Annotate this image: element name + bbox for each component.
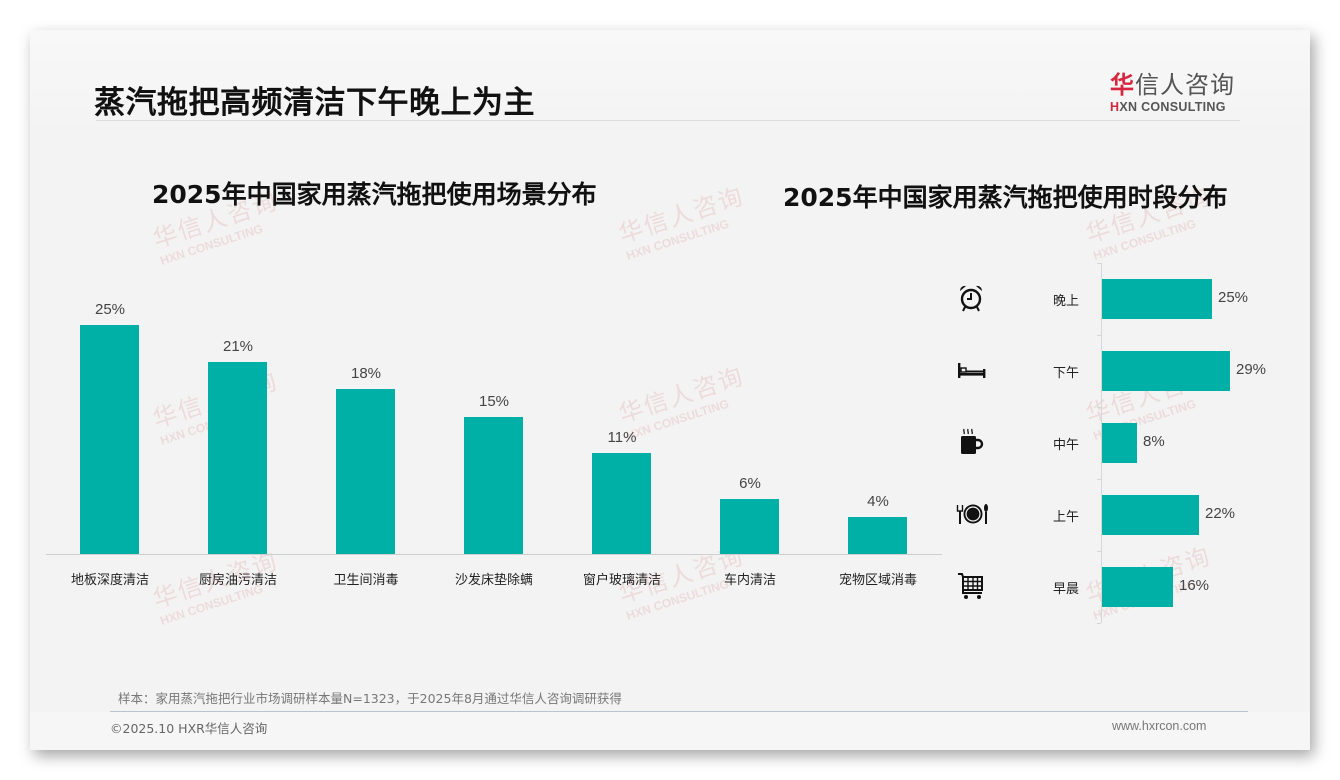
category-label: 卫生间消毒 (333, 573, 399, 588)
axis-tick (1097, 407, 1101, 408)
logo-en-text: XN CONSULTING (1119, 100, 1226, 114)
source-note: 样本：家用蒸汽拖把行业市场调研样本量N=1323，于2025年8月通过华信人咨询… (118, 691, 622, 706)
axis-tick (1097, 335, 1101, 336)
logo-cn-accent: 华 (1110, 71, 1135, 99)
bar-value-label: 6% (739, 475, 761, 492)
bar-row: 晚上 25% (940, 263, 1300, 335)
x-axis-baseline (46, 554, 942, 555)
axis-tick (1097, 623, 1101, 624)
bar-value-label: 4% (867, 493, 889, 510)
website-link[interactable]: www.hxrcon.com (1112, 719, 1207, 733)
footer-band (30, 712, 1310, 750)
axis-tick (1097, 479, 1101, 480)
category-label: 中午 (1052, 438, 1079, 453)
category-label: 宠物区域消毒 (838, 573, 917, 588)
bar-group: 6% 车内清洁 (686, 290, 814, 590)
axis-tick (1097, 551, 1101, 552)
bar (1102, 423, 1137, 463)
header-band (30, 30, 1310, 122)
logo-en-accent: H (1110, 100, 1120, 114)
copyright: ©2025.10 HXR华信人咨询 (110, 721, 268, 736)
bar-row: 下午 29% (940, 335, 1300, 407)
bar (1102, 351, 1230, 391)
category-label: 早晨 (1052, 582, 1079, 597)
logo-cn: 华信人咨询 (1110, 65, 1240, 100)
category-label: 窗户玻璃清洁 (582, 573, 661, 588)
logo-en: HXN CONSULTING (1110, 100, 1240, 114)
coffee-cup-icon (956, 427, 986, 457)
category-label: 厨房油污清洁 (198, 573, 277, 588)
category-label: 上午 (1052, 510, 1079, 525)
brand-logo: 华信人咨询 HXN CONSULTING (1110, 65, 1240, 114)
bar (208, 362, 267, 554)
bar-group: 21% 厨房油污清洁 (174, 290, 302, 590)
footer-divider (110, 711, 1248, 712)
bar-value-label: 18% (350, 365, 382, 382)
page-title: 蒸汽拖把高频清洁下午晚上为主 (94, 85, 535, 121)
category-label: 地板深度清洁 (70, 573, 149, 588)
bar-group: 15% 沙发床垫除螨 (430, 290, 558, 590)
bar-row: 早晨 16% (940, 551, 1300, 623)
bar-value-label: 15% (478, 393, 510, 410)
bar-group: 18% 卫生间消毒 (302, 290, 430, 590)
scene-bar-chart: 25% 地板深度清洁 21% 厨房油污清洁 18% 卫生间消毒 15% 沙发床垫除螨 11% 窗户… (46, 290, 942, 590)
shopping-cart-icon (956, 571, 986, 601)
bar-value-label: 29% (1236, 361, 1267, 378)
bar (592, 453, 651, 554)
slide: 蒸汽拖把高频清洁下午晚上为主 华信人咨询 HXN CONSULTING 华信人咨… (30, 30, 1310, 750)
alarm-clock-icon (956, 283, 986, 313)
category-label: 下午 (1052, 366, 1079, 381)
time-chart-title: 2025年中国家用蒸汽拖把使用时段分布 (783, 183, 1228, 212)
bar-group: 11% 窗户玻璃清洁 (558, 290, 686, 590)
bar (80, 325, 139, 554)
category-label: 晚上 (1052, 294, 1079, 309)
bar (720, 499, 779, 554)
bar-value-label: 25% (1218, 289, 1249, 306)
bar-group: 25% 地板深度清洁 (46, 290, 174, 590)
scene-chart-title: 2025年中国家用蒸汽拖把使用场景分布 (152, 180, 597, 209)
bar (1102, 279, 1212, 319)
bar-value-label: 21% (222, 338, 254, 355)
bar-row: 中午 8% (940, 407, 1300, 479)
bar-group: 4% 宠物区域消毒 (814, 290, 942, 590)
logo-cn-text: 信人咨询 (1135, 71, 1235, 99)
category-label: 车内清洁 (723, 573, 776, 588)
category-label: 沙发床垫除螨 (454, 573, 533, 588)
axis-tick (1097, 263, 1101, 264)
y-axis-line (1101, 263, 1102, 623)
plate-cutlery-icon (956, 499, 988, 529)
bar-value-label: 22% (1205, 505, 1236, 522)
bed-icon (956, 355, 986, 385)
bar-value-label: 16% (1179, 577, 1210, 594)
bar (1102, 495, 1199, 535)
bar (336, 389, 395, 554)
title-divider (96, 120, 1240, 121)
bar-value-label: 25% (94, 301, 126, 318)
bar-value-label: 8% (1143, 433, 1165, 450)
bar (464, 417, 523, 554)
bar (1102, 567, 1173, 607)
bar-row: 上午 22% (940, 479, 1300, 551)
bar-value-label: 11% (607, 429, 637, 446)
time-bar-chart: 晚上 25% 下午 29% 中午 8% 上午 22% 早晨 16% (940, 263, 1300, 625)
bar (848, 517, 907, 554)
